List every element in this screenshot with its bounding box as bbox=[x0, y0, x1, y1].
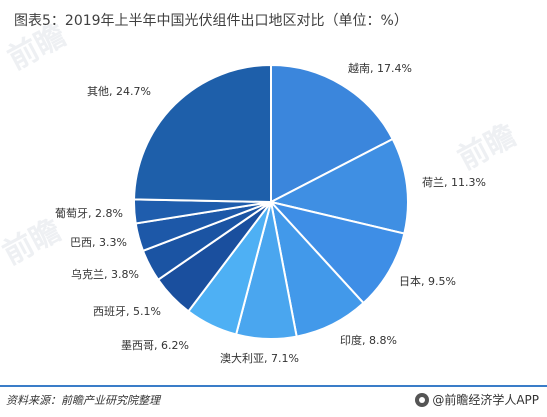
slice-label-3: 日本, 9.5% bbox=[399, 274, 456, 288]
slice-label-9: 巴西, 3.3% bbox=[70, 236, 127, 249]
brand-text: @前瞻经济学人APP bbox=[432, 393, 539, 407]
slice-label-6: 墨西哥, 6.2% bbox=[121, 339, 189, 352]
slice-label-10: 葡萄牙, 2.8% bbox=[55, 207, 123, 220]
chart-title: 图表5：2019年上半年中国光伏组件出口地区对比（单位：%） bbox=[14, 13, 408, 29]
watermark: 前瞻 bbox=[2, 18, 71, 77]
footer-divider bbox=[0, 385, 547, 387]
slice-label-2: 荷兰, 11.3% bbox=[422, 176, 486, 189]
slice-label-8: 乌克兰, 3.8% bbox=[71, 267, 139, 281]
slice-label-11: 其他, 24.7% bbox=[87, 85, 151, 98]
pie-labels: 越南, 17.4% 荷兰, 11.3% 日本, 9.5% 印度, 8.8% 澳大利亚, … bbox=[55, 61, 486, 365]
pie-slice-3 bbox=[268, 200, 406, 305]
brand-logo-icon bbox=[415, 392, 430, 407]
pie-slices bbox=[133, 63, 409, 340]
slice-label-7: 西班牙, 5.1% bbox=[93, 305, 161, 318]
slice-label-1: 越南, 17.4% bbox=[348, 61, 412, 75]
pie-slice-1 bbox=[270, 63, 395, 204]
pie-chart: 前瞻前瞻前瞻前瞻前瞻 越南, 17.4%荷兰, 11.3%日本, 9.5%印度,… bbox=[0, 18, 522, 365]
pie-slice-11 bbox=[133, 63, 272, 204]
watermark: 前瞻 bbox=[452, 118, 521, 177]
source-note: 资料来源：前瞻产业研究院整理 bbox=[6, 394, 160, 407]
slice-label-4: 印度, 8.8% bbox=[340, 333, 397, 347]
brand-credit: @前瞻经济学人APP bbox=[415, 391, 539, 408]
watermark: 前瞻 bbox=[0, 213, 67, 272]
slice-label-5: 澳大利亚, 7.1% bbox=[220, 351, 299, 365]
